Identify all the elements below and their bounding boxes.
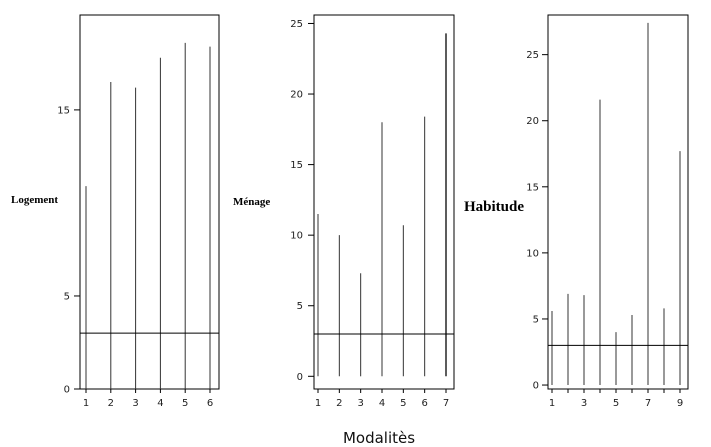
x-tick-label: 6	[421, 398, 427, 409]
plot-frame	[79, 14, 220, 390]
x-tick-label: 5	[613, 398, 619, 409]
x-tick-label: 6	[207, 398, 213, 409]
x-tick-label: 3	[581, 398, 587, 409]
x-tick-label: 4	[157, 398, 163, 409]
y-tick-label: 25	[290, 19, 303, 30]
x-tick-label: 4	[379, 398, 385, 409]
y-tick-label: 5	[297, 301, 303, 312]
x-tick-label: 5	[182, 398, 188, 409]
y-tick-label: 20	[526, 116, 539, 127]
x-tick-label: 9	[677, 398, 683, 409]
plot-frame	[547, 14, 689, 390]
x-tick-label: 2	[336, 398, 342, 409]
y-tick-label: 0	[64, 385, 70, 396]
y-tick-label: 25	[526, 50, 539, 61]
x-axis-label: Modalitès	[343, 429, 415, 447]
x-tick-label: 3	[132, 398, 138, 409]
panel-menage: 0 5 10 15 20 25 1 2 3 4 5 6 7	[290, 14, 455, 409]
panel-label-menage: Ménage	[233, 196, 270, 208]
y-tick-label: 10	[526, 248, 539, 259]
x-tick-label: 1	[315, 398, 321, 409]
y-tick-label: 0	[297, 372, 303, 383]
x-tick-label: 1	[83, 398, 89, 409]
plot-frame	[313, 14, 455, 390]
y-tick-label: 15	[290, 160, 303, 171]
y-tick-label: 5	[64, 291, 70, 302]
y-tick-label: 15	[526, 182, 539, 193]
y-tick-label: 5	[533, 314, 539, 325]
panel-label-habitude: Habitude	[464, 199, 524, 215]
x-tick-label: 5	[400, 398, 406, 409]
x-tick-label: 7	[443, 398, 449, 409]
panel-label-logement: Logement	[11, 194, 58, 206]
x-tick-label: 2	[108, 398, 114, 409]
y-tick-label: 15	[57, 105, 70, 116]
x-tick-label: 7	[645, 398, 651, 409]
x-tick-label: 1	[549, 398, 555, 409]
y-tick-label: 10	[290, 231, 303, 242]
y-tick-label: 0	[533, 381, 539, 392]
panel-habitude: 0 5 10 15 20 25 1 3 5 7 9	[526, 14, 689, 409]
panel-logement: 0 5 15 1 2 3 4 5 6	[57, 14, 220, 409]
y-tick-label: 20	[290, 90, 303, 101]
x-tick-label: 3	[357, 398, 363, 409]
